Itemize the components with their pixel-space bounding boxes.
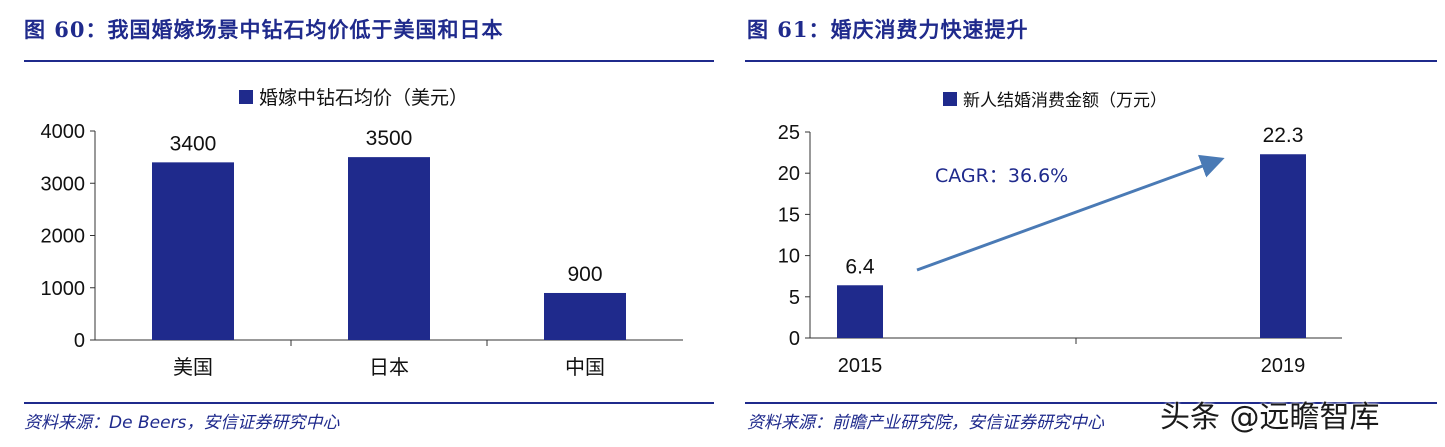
legend-swatch (239, 90, 253, 104)
right-title-rule (745, 60, 1437, 62)
y-tick-label: 25 (778, 122, 800, 144)
right-source: 资料来源：前瞻产业研究院，安信证券研究中心 (747, 413, 1104, 433)
legend-swatch (943, 92, 957, 106)
bar (348, 157, 430, 340)
y-tick-label: 2000 (41, 226, 86, 248)
left-figure-title: 图 60：我国婚嫁场景中钻石均价低于美国和日本 (24, 17, 504, 42)
y-tick-label: 3000 (41, 173, 86, 195)
y-tick-label: 20 (778, 163, 800, 185)
left-title-rule (24, 60, 714, 62)
right-figure-title: 图 61：婚庆消费力快速提升 (747, 17, 1029, 42)
x-category-label: 日本 (369, 355, 409, 379)
y-tick-label: 5 (789, 287, 800, 309)
y-tick-label: 10 (778, 246, 800, 268)
legend-label: 婚嫁中钻石均价（美元） (259, 87, 468, 109)
watermark: 头条 @远瞻智库 (1160, 400, 1380, 435)
bar (152, 162, 234, 340)
bar (837, 285, 883, 338)
cagr-annotation: CAGR：36.6% (935, 165, 1068, 187)
left-source-rule (24, 402, 714, 404)
data-label: 22.3 (1263, 124, 1304, 147)
x-category-label: 2019 (1261, 355, 1306, 377)
bar (1260, 154, 1306, 338)
x-category-label: 美国 (173, 355, 213, 379)
left-chart: 0 1000 2000 3000 4000 3400 美国 3500 日本 900 中国 婚嫁中钻石均… (41, 87, 683, 379)
data-label: 6.4 (845, 255, 875, 278)
right-source-rule (745, 402, 1437, 404)
y-tick-label: 4000 (41, 121, 86, 143)
y-tick-label: 15 (778, 204, 800, 226)
left-source: 资料来源：De Beers，安信证券研究中心 (24, 413, 340, 433)
data-label: 3500 (366, 127, 413, 150)
cagr-arrow (916, 154, 1225, 272)
data-label: 900 (567, 263, 602, 286)
right-chart: 0 5 10 15 20 25 6.4 2015 22.3 2019 新人结婚消费金额（万元） CAG… (778, 91, 1342, 377)
y-tick-label: 0 (74, 330, 85, 352)
y-tick-label: 1000 (41, 278, 86, 300)
x-category-label: 2015 (838, 355, 883, 377)
legend-label: 新人结婚消费金额（万元） (963, 91, 1167, 111)
bar (544, 292, 626, 340)
data-label: 3400 (170, 132, 217, 155)
left-figure-panel: 图 60：我国婚嫁场景中钻石均价低于美国和日本 0 1000 2000 3000 400… (0, 0, 718, 447)
x-category-label: 中国 (565, 355, 605, 379)
right-figure-panel: 图 61：婚庆消费力快速提升 0 5 10 15 20 25 6.4 2015 22.3 2019… (745, 0, 1445, 447)
y-tick-label: 0 (789, 328, 800, 350)
